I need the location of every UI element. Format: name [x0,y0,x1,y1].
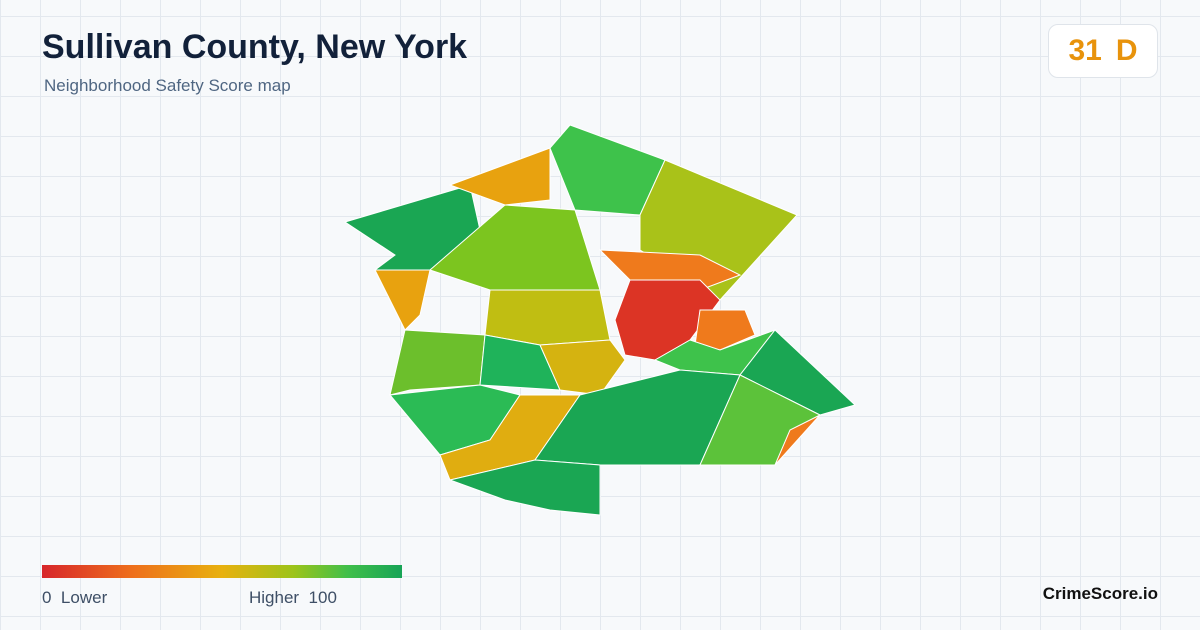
region [429,204,601,291]
region [448,147,551,206]
region [389,329,486,396]
region [539,339,626,396]
brand: CrimeScore.io [1042,584,1158,603]
region [374,269,431,331]
legend-gradient [42,565,402,578]
legend-min-label: Lower [60,588,108,607]
title: Sullivan County, New York [42,28,468,66]
region [484,289,611,346]
score-badge: 31 D [1048,24,1158,78]
region [448,459,601,516]
legend-min: 0 [42,588,52,607]
score-grade: D [1115,34,1138,67]
legend-max: 100 [308,588,337,607]
score-value: 31 [1068,34,1102,67]
subtitle: Neighborhood Safety Score map [44,76,291,95]
legend-low: 0 Lower [42,588,107,608]
legend-high: Higher 100 [249,588,337,608]
legend-max-label: Higher [249,588,300,607]
region [774,414,821,466]
region [694,309,756,351]
